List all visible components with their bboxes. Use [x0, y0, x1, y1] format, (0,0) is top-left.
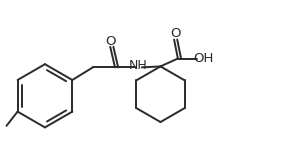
Text: O: O	[105, 35, 116, 48]
Text: O: O	[171, 27, 181, 40]
Text: NH: NH	[128, 59, 147, 72]
Text: OH: OH	[194, 52, 214, 65]
